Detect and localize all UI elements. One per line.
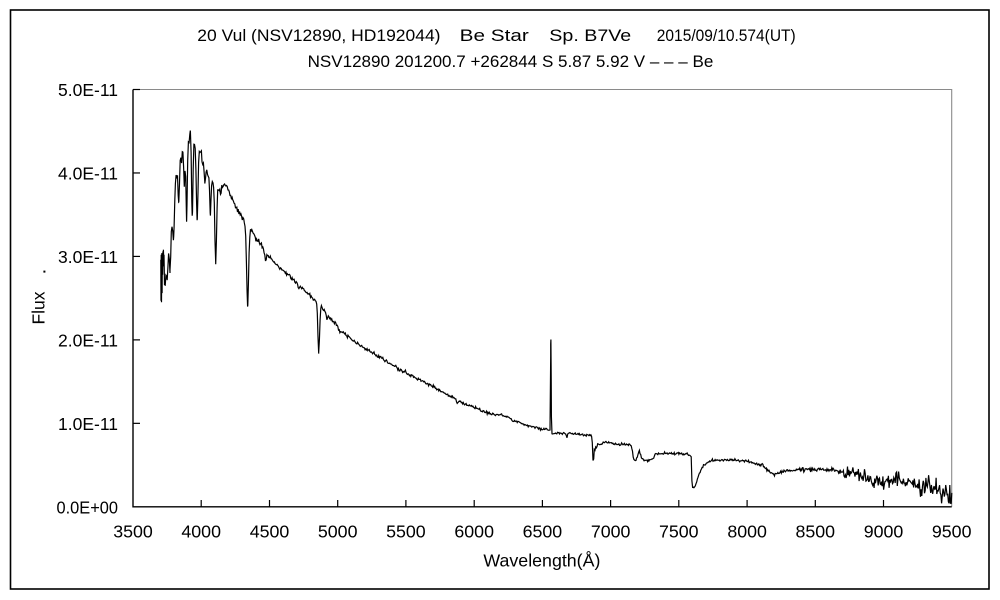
svg-text:4000: 4000 xyxy=(181,522,221,542)
svg-text:8000: 8000 xyxy=(727,522,767,542)
svg-text:Be Star: Be Star xyxy=(460,26,530,45)
svg-text:5.0E-11: 5.0E-11 xyxy=(58,80,118,100)
svg-text:Wavelength(Å): Wavelength(Å) xyxy=(483,551,600,571)
svg-text:8500: 8500 xyxy=(796,522,836,542)
svg-text:5000: 5000 xyxy=(318,522,358,542)
svg-text:0.0E+00: 0.0E+00 xyxy=(57,498,119,518)
svg-text:9500: 9500 xyxy=(932,522,972,542)
svg-text:2.0E-11: 2.0E-11 xyxy=(58,331,118,351)
svg-text:4500: 4500 xyxy=(250,522,290,542)
svg-text:Sp. B7Ve: Sp. B7Ve xyxy=(549,26,631,45)
svg-text:3.0E-11: 3.0E-11 xyxy=(58,247,118,267)
svg-text:6000: 6000 xyxy=(454,522,494,542)
svg-text:5500: 5500 xyxy=(386,522,426,542)
svg-text:2015/09/10.574(UT): 2015/09/10.574(UT) xyxy=(657,26,796,45)
svg-text:6500: 6500 xyxy=(523,522,563,542)
svg-text:Flux: Flux xyxy=(29,291,49,324)
svg-text:3500: 3500 xyxy=(113,522,153,542)
svg-text:7500: 7500 xyxy=(659,522,699,542)
svg-text:NSV12890 201200.7 +262844 S 5.: NSV12890 201200.7 +262844 S 5.87 5.92 V … xyxy=(308,52,714,71)
svg-text:4.0E-11: 4.0E-11 xyxy=(58,164,118,184)
svg-text:20 Vul (NSV12890, HD192044): 20 Vul (NSV12890, HD192044) xyxy=(197,26,440,45)
svg-text:9000: 9000 xyxy=(864,522,904,542)
svg-text:7000: 7000 xyxy=(591,522,631,542)
svg-text:1.0E-11: 1.0E-11 xyxy=(58,414,118,434)
